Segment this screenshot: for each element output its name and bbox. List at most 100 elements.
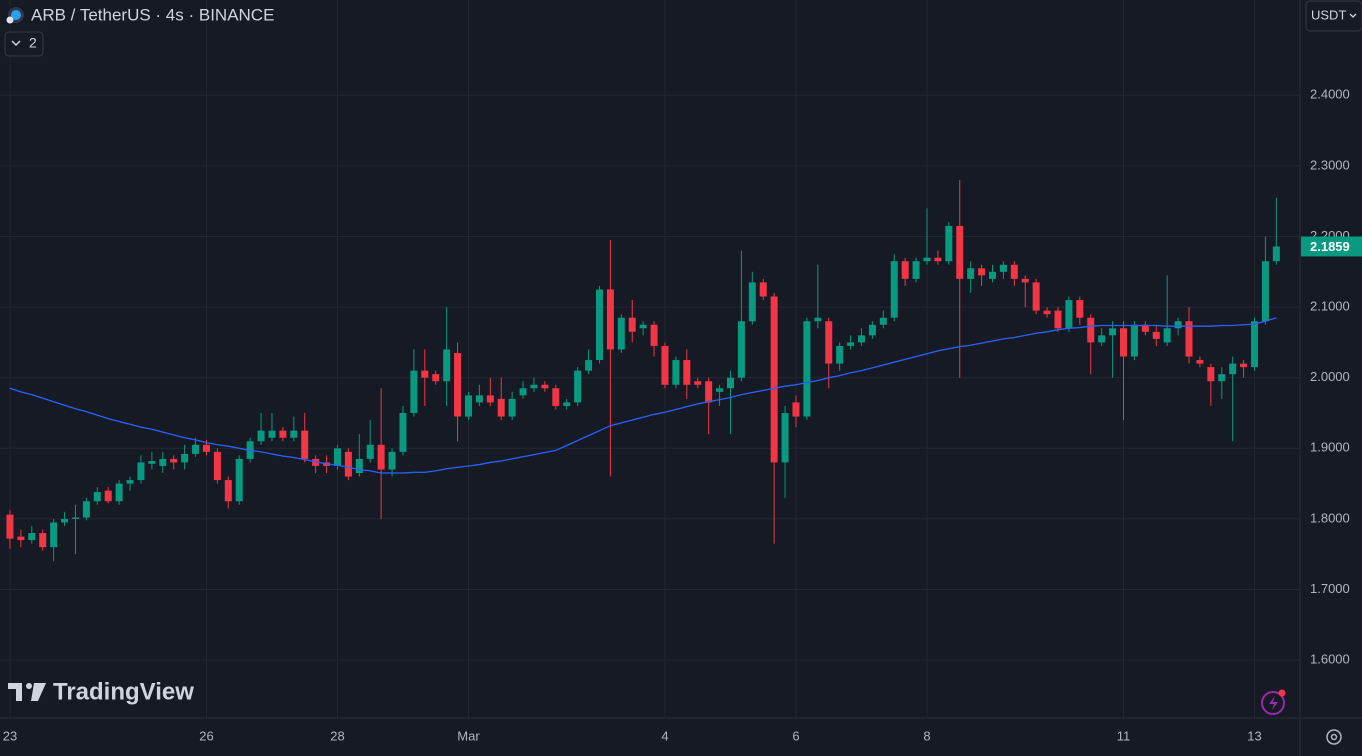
candle-body (552, 388, 560, 406)
candle-body (148, 461, 156, 464)
y-tick-label: 1.7000 (1310, 581, 1350, 596)
candle-body (202, 444, 210, 452)
grid (0, 0, 1300, 718)
y-tick-label: 2.0000 (1310, 369, 1350, 384)
candle-body (541, 384, 549, 389)
candle-body (1152, 331, 1160, 339)
candle-body (585, 360, 593, 371)
candle-body (421, 370, 429, 378)
candle-body (486, 395, 494, 403)
candle-body (803, 321, 811, 417)
candle-body (1174, 321, 1182, 329)
candle-body (530, 384, 538, 389)
candle-body (1207, 367, 1215, 382)
candle-body (1229, 363, 1237, 375)
candle-body (1261, 261, 1269, 322)
candle-body (967, 268, 975, 279)
currency-label: USDT (1311, 7, 1346, 22)
x-tick-label: 4 (661, 728, 668, 743)
candle-body (781, 413, 789, 463)
candle-body (988, 271, 996, 279)
x-tick-label: 23 (3, 728, 17, 743)
candle-body (1218, 374, 1226, 382)
y-tick-label: 1.8000 (1310, 510, 1350, 525)
candle-body (181, 453, 189, 463)
candle-body (617, 317, 625, 350)
candle-body (6, 514, 14, 539)
candle-body (563, 402, 571, 406)
candle-body (759, 282, 767, 297)
candle-body (694, 381, 702, 385)
candle-body (836, 345, 844, 364)
plot (6, 180, 1280, 562)
y-tick-label: 2.4000 (1310, 87, 1350, 102)
candle-body (333, 448, 341, 466)
axes: 1.60001.70001.80001.90002.00002.10002.20… (3, 87, 1362, 743)
candle-body (475, 395, 483, 403)
candle-body (1087, 317, 1095, 343)
candle-body (464, 395, 472, 417)
candle-body (595, 289, 603, 361)
candle-body (28, 533, 36, 541)
symbol-icon (6, 7, 24, 24)
candle-body (934, 257, 942, 262)
indicator-toggle[interactable] (4, 31, 44, 57)
candle-body (388, 451, 396, 470)
candle-body (366, 444, 374, 459)
x-tick-label: 26 (199, 728, 213, 743)
candle-body (50, 522, 58, 548)
chevron-icon (1349, 13, 1357, 18)
candle-body (115, 483, 123, 502)
moving-average-line (9, 317, 1277, 474)
candle-body (1250, 321, 1258, 368)
candle-body (1240, 363, 1248, 368)
candle-body (945, 225, 953, 262)
candle-body (213, 451, 221, 481)
candle-body (879, 317, 887, 325)
candle-body (606, 289, 614, 350)
candle-body (355, 458, 363, 474)
candle-body (1141, 324, 1149, 332)
candle-body (290, 430, 298, 438)
candle-body (454, 352, 462, 417)
brand-logo (8, 683, 46, 701)
candle-body (1010, 264, 1018, 279)
candle-body (519, 388, 527, 396)
x-tick-label: 6 (792, 728, 799, 743)
x-tick-label: Mar (457, 728, 480, 743)
candle-body (890, 261, 898, 318)
chart-title: ARB / TetherUS · 4s · BINANCE (31, 5, 274, 24)
candle-body (257, 430, 265, 442)
candle-body (912, 261, 920, 279)
currency-button[interactable] (1305, 0, 1362, 32)
x-tick-label: 28 (330, 728, 344, 743)
x-tick-label: 11 (1117, 728, 1131, 743)
candle-body (224, 480, 232, 502)
candle-body (1043, 310, 1051, 315)
candle-body (82, 501, 90, 518)
candle-body (508, 398, 516, 417)
candle-body (825, 321, 833, 364)
settings-icon[interactable] (1326, 729, 1342, 745)
brand-name: TradingView (53, 678, 194, 705)
candle-body (159, 458, 167, 466)
x-tick-label: 8 (923, 728, 930, 743)
candle-body (726, 377, 734, 389)
x-tick-label: 13 (1247, 728, 1261, 743)
candle-body (716, 388, 724, 392)
candle-body (235, 458, 243, 502)
candle-body (377, 444, 385, 470)
candle-body (137, 462, 145, 481)
candle-body (737, 321, 745, 378)
chevron-icon (11, 40, 21, 47)
alert-icon[interactable] (1261, 689, 1286, 715)
y-tick-label: 1.9000 (1310, 440, 1350, 455)
indicator-count: 2 (29, 35, 37, 51)
candle-body (443, 349, 451, 382)
candle-body (1185, 321, 1193, 357)
candle-body (847, 342, 855, 346)
candle-body (748, 282, 756, 322)
candle-body (978, 268, 986, 276)
